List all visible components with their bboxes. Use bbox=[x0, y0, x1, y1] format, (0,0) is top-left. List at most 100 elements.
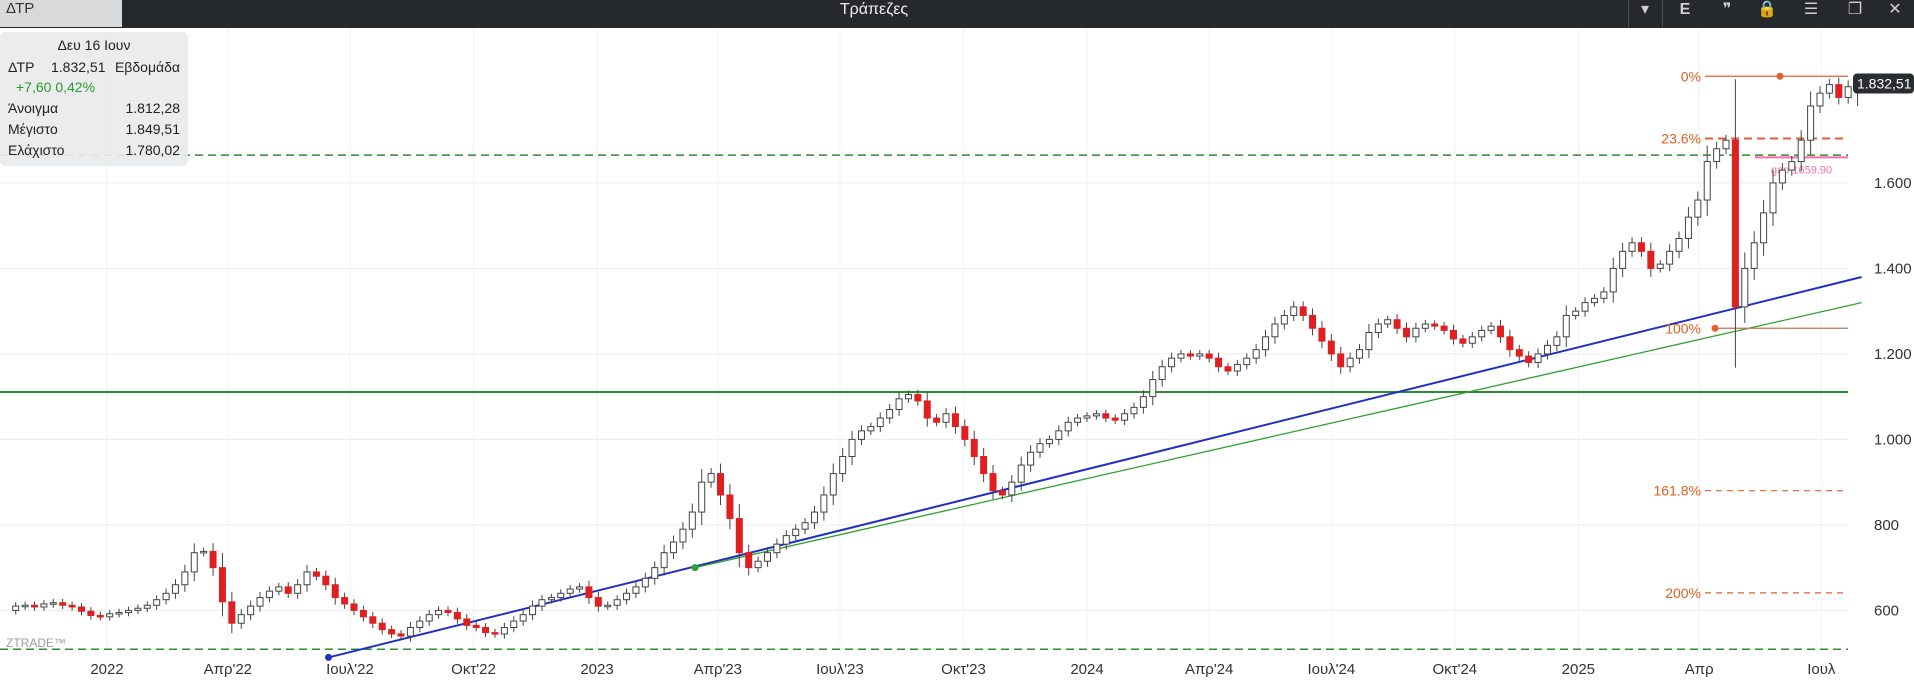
candle-body bbox=[933, 417, 941, 423]
candle-body bbox=[1309, 314, 1317, 329]
candle-body bbox=[1628, 242, 1636, 252]
trendline-anchor-points bbox=[325, 72, 1784, 661]
candle-body bbox=[970, 438, 978, 458]
restore-window-icon[interactable]: ❐ bbox=[1847, 1, 1863, 18]
info-open: 1.812,28 bbox=[125, 100, 181, 116]
e-mode-button[interactable]: E bbox=[1679, 1, 1691, 18]
candle-body bbox=[265, 590, 273, 599]
info-change-row: +7,60 0,42% bbox=[16, 78, 180, 96]
candle-body bbox=[1553, 336, 1561, 346]
candle-body bbox=[1111, 417, 1119, 421]
candle-body bbox=[341, 597, 349, 605]
info-symbol: ΔΤΡ bbox=[8, 59, 35, 75]
candle-body bbox=[1572, 310, 1580, 316]
title-bar: ΔΤΡ Τράπεζες ▾ E ❞ 🔒 ☰ ❐ ✕ bbox=[0, 0, 1914, 28]
watermark: ZTRADE™ bbox=[6, 636, 66, 650]
candle-body bbox=[1365, 332, 1373, 351]
candle-body bbox=[1215, 357, 1223, 368]
candle-body bbox=[1290, 306, 1298, 316]
dropdown-arrow-icon[interactable]: ▾ bbox=[1640, 1, 1650, 18]
candle-body bbox=[1431, 323, 1439, 327]
candle-body bbox=[472, 624, 480, 628]
candle-body bbox=[247, 605, 255, 616]
candle-body bbox=[425, 614, 433, 622]
x-tick-label: Οκτ'23 bbox=[941, 661, 986, 678]
candle-body bbox=[49, 602, 57, 605]
symbol-tab[interactable]: ΔΤΡ bbox=[0, 0, 122, 27]
candle-body bbox=[923, 400, 931, 419]
candle-body bbox=[1083, 415, 1091, 419]
candle-body bbox=[632, 586, 640, 594]
info-period: Εβδομάδα bbox=[114, 59, 180, 75]
candle-body bbox=[350, 603, 358, 611]
candle-body bbox=[876, 417, 884, 428]
x-tick-label: Ιουλ'23 bbox=[816, 661, 864, 678]
candle-body bbox=[670, 541, 678, 554]
y-tick-label: 1.000 bbox=[1874, 431, 1912, 448]
candle-body bbox=[96, 615, 104, 618]
candle-body bbox=[397, 633, 405, 637]
last-price-label: 1.832,51 bbox=[1857, 76, 1912, 92]
candle-body bbox=[1205, 353, 1213, 359]
x-tick-label: 2024 bbox=[1070, 661, 1103, 678]
candle-body bbox=[857, 430, 865, 440]
x-tick-label: Απρ'24 bbox=[1185, 661, 1233, 678]
candle-body bbox=[547, 597, 555, 601]
anchor-point bbox=[691, 564, 699, 572]
candle-body bbox=[698, 481, 706, 513]
candle-body bbox=[839, 456, 847, 475]
candle-body bbox=[21, 604, 29, 608]
candle-body bbox=[1666, 250, 1674, 265]
candle-body bbox=[406, 626, 414, 637]
info-last: 1.832,51 bbox=[51, 59, 106, 75]
candle-body bbox=[77, 606, 85, 612]
candle-body bbox=[1121, 413, 1129, 421]
candle-body bbox=[134, 607, 142, 611]
fib-level-label: 23.6% bbox=[1661, 130, 1701, 146]
quote-icon[interactable]: ❞ bbox=[1722, 1, 1732, 18]
candle-body bbox=[1440, 325, 1448, 331]
candle-body bbox=[1459, 338, 1467, 344]
candle-body bbox=[359, 609, 367, 618]
candle-body bbox=[1384, 319, 1392, 325]
candle-body bbox=[1130, 406, 1138, 415]
candle-body bbox=[1243, 357, 1251, 366]
candle-body bbox=[444, 609, 452, 614]
price-chart[interactable]: 0%23.6%100%161.8%200%gap 1659.90 6008001… bbox=[0, 28, 1914, 682]
candle-body bbox=[1412, 327, 1420, 338]
candle-body bbox=[1703, 161, 1711, 201]
candle-body bbox=[312, 571, 320, 577]
candle-body bbox=[557, 592, 565, 599]
candle-body bbox=[12, 605, 20, 611]
candle-body bbox=[1647, 250, 1655, 269]
candle-body bbox=[745, 552, 753, 569]
fibonacci-retracement: 0%23.6%100%161.8%200%gap 1659.90 bbox=[1654, 68, 1848, 601]
candle-body bbox=[1224, 366, 1232, 372]
candle-body bbox=[1731, 139, 1739, 308]
trendline bbox=[694, 301, 1862, 569]
candle-body bbox=[1609, 267, 1617, 293]
candle-body bbox=[763, 552, 771, 562]
candle-body bbox=[1346, 357, 1354, 368]
menu-icon[interactable]: ☰ bbox=[1803, 1, 1819, 18]
candle-body bbox=[124, 609, 132, 614]
y-tick-label: 800 bbox=[1874, 517, 1899, 534]
x-tick-label: Οκτ'22 bbox=[451, 661, 496, 678]
close-icon[interactable]: ✕ bbox=[1888, 1, 1902, 18]
candle-body bbox=[369, 616, 377, 624]
candle-body bbox=[613, 599, 621, 606]
candle-body bbox=[1055, 430, 1063, 440]
candle-body bbox=[294, 584, 302, 594]
candle-body bbox=[256, 597, 264, 607]
trendline bbox=[328, 276, 1862, 659]
candle-body bbox=[1741, 267, 1749, 308]
lock-icon[interactable]: 🔒 bbox=[1757, 1, 1777, 18]
candle-body bbox=[942, 413, 950, 423]
candle-body bbox=[491, 632, 499, 635]
candle-body bbox=[867, 426, 875, 432]
x-tick-label: 2023 bbox=[580, 661, 613, 678]
candle-body bbox=[1713, 148, 1721, 163]
candle-body bbox=[529, 605, 537, 616]
candle-body bbox=[181, 571, 189, 586]
candle-body bbox=[1788, 161, 1796, 171]
